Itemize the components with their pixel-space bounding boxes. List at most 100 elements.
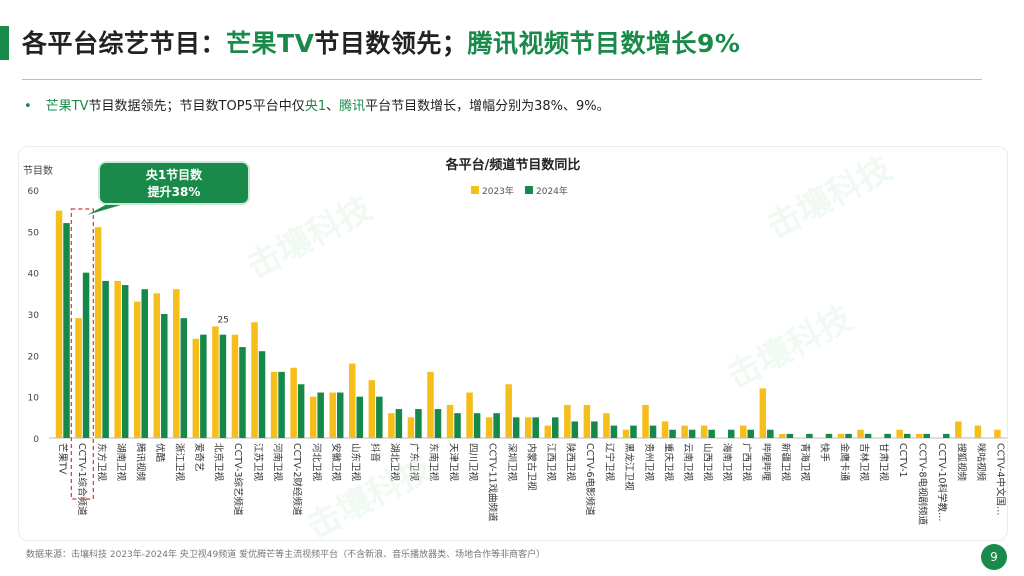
bar-chart: 各平台/频道节目数同比 2023年 2024年 节目数 0 10 20 30 40 50 60 芒果T… bbox=[23, 157, 1007, 525]
bar-2023 bbox=[466, 392, 473, 438]
title-part-a: 各平台综艺节目： bbox=[22, 29, 227, 58]
bar-2023 bbox=[779, 433, 786, 438]
bar-2024 bbox=[297, 384, 305, 438]
callout-pointer bbox=[87, 202, 131, 215]
title-part-growth: 节目数增长9% bbox=[569, 29, 741, 58]
x-tick-label: 云南卫视 bbox=[682, 443, 694, 482]
bar-2023 bbox=[55, 210, 63, 438]
title-part-c: 节目数领先； bbox=[314, 29, 468, 58]
bar-2024 bbox=[493, 413, 500, 438]
bullet-marker: • bbox=[24, 99, 32, 114]
bar-2023 bbox=[974, 425, 982, 438]
bar-2023 bbox=[485, 417, 493, 438]
x-tick-label: 青海卫视 bbox=[799, 443, 811, 482]
bar-2023 bbox=[270, 371, 278, 438]
bar-2023 bbox=[837, 433, 845, 438]
bar-2023 bbox=[583, 404, 591, 438]
x-tick-label: 爱奇艺 bbox=[193, 443, 205, 472]
bar-2024 bbox=[415, 409, 422, 438]
bar-2024 bbox=[571, 421, 579, 438]
title-part-tencent: 腾讯视频 bbox=[467, 29, 570, 58]
y-tick-label: 60 bbox=[28, 187, 40, 197]
bar-2024 bbox=[102, 280, 109, 438]
bar-2024 bbox=[864, 433, 872, 438]
x-tick-label: 海南卫视 bbox=[721, 443, 733, 482]
bar-2024 bbox=[532, 417, 539, 438]
x-tick-label: 深圳卫视 bbox=[506, 443, 518, 482]
bar-2024 bbox=[767, 429, 774, 438]
bar-2023 bbox=[212, 326, 219, 438]
title-accent-bar bbox=[0, 26, 9, 60]
bar-2024 bbox=[649, 425, 657, 438]
bar-2024 bbox=[180, 318, 188, 438]
x-tick-label: 山东卫视 bbox=[350, 443, 362, 482]
x-tick-label: 河南卫视 bbox=[271, 443, 283, 482]
x-tick-label: 金鹰卡通 bbox=[838, 443, 850, 482]
bar-2024 bbox=[395, 409, 403, 438]
x-tick-label: 天津卫视 bbox=[447, 443, 459, 482]
bar-2024 bbox=[845, 433, 852, 438]
bar-2024 bbox=[708, 429, 715, 438]
bar-2024 bbox=[806, 433, 813, 438]
x-tick-label: 咪咕视频 bbox=[975, 443, 987, 482]
bar-2023 bbox=[857, 429, 864, 438]
bar-2023 bbox=[427, 371, 434, 438]
bar-2024 bbox=[552, 417, 559, 438]
x-tick-label: 安徽卫视 bbox=[330, 443, 342, 482]
bar-2023 bbox=[368, 380, 376, 438]
bar-2024 bbox=[200, 334, 207, 438]
bar-2023 bbox=[603, 413, 610, 438]
x-tick-label: CCTV-1综合频道 bbox=[76, 443, 88, 516]
bar-2023 bbox=[94, 227, 102, 438]
bullet-text-1: 节目数据领先；节目数TOP5平台中仅 bbox=[88, 99, 305, 114]
x-tick-label: CCTV-11戏曲频道 bbox=[486, 443, 498, 522]
bar-2024 bbox=[473, 413, 481, 438]
bar-2023 bbox=[446, 404, 454, 438]
bar-2024 bbox=[258, 351, 266, 438]
bar-2024 bbox=[82, 272, 90, 438]
bar-2023 bbox=[915, 433, 923, 438]
x-tick-label: CCTV-10科学教… bbox=[936, 443, 948, 522]
bar-2023 bbox=[349, 363, 356, 438]
x-tick-label: 芒果TV bbox=[56, 443, 68, 475]
bar-2024 bbox=[630, 425, 637, 438]
x-tick-label: 河北卫视 bbox=[310, 443, 322, 482]
bar-2024 bbox=[610, 425, 618, 438]
bar-2023 bbox=[994, 429, 1001, 438]
y-tick-label: 40 bbox=[28, 270, 40, 280]
bar-2023 bbox=[642, 404, 649, 438]
bar-2024 bbox=[512, 417, 520, 438]
bar-2023 bbox=[700, 425, 708, 438]
x-tick-label: 四川卫视 bbox=[467, 443, 479, 482]
bar-2024 bbox=[239, 347, 246, 438]
x-tick-label: 快手 bbox=[819, 443, 831, 463]
bar-2023 bbox=[564, 404, 571, 438]
bar-2024 bbox=[376, 396, 383, 438]
bar-2023 bbox=[681, 425, 688, 438]
bar-2023 bbox=[505, 384, 512, 438]
x-tick-label: 新疆卫视 bbox=[780, 443, 792, 482]
bar-2023 bbox=[329, 392, 336, 438]
bar-2023 bbox=[661, 421, 669, 438]
x-tick-label: CCTV-4中文国… bbox=[995, 443, 1007, 515]
bar-2024 bbox=[903, 433, 911, 438]
legend-swatch-2024 bbox=[525, 186, 533, 194]
x-tick-label: 搜狐视频 bbox=[956, 443, 968, 482]
bullet-mango: 芒果TV bbox=[45, 99, 89, 114]
callout-line-2: 提升38% bbox=[148, 184, 201, 199]
bar-2023 bbox=[407, 417, 415, 438]
bar-2024 bbox=[317, 392, 324, 438]
bar-2023 bbox=[133, 301, 141, 438]
bar-2024 bbox=[121, 285, 129, 438]
y-tick-label: 20 bbox=[28, 352, 40, 362]
x-tick-label: 江苏卫视 bbox=[252, 443, 264, 482]
x-tick-label: CCTV-6电影频道 bbox=[584, 443, 596, 516]
bar-2024 bbox=[727, 429, 735, 438]
bullet-text-2: 平台节目数增长，增幅分别为38%、9%。 bbox=[365, 99, 610, 114]
x-tick-label: 甘肃卫视 bbox=[877, 443, 889, 482]
bar-2023 bbox=[192, 338, 200, 438]
bar-2024 bbox=[356, 396, 364, 438]
bar-2024 bbox=[141, 289, 148, 438]
x-tick-label: 东南卫视 bbox=[428, 443, 440, 482]
bar-2023 bbox=[173, 289, 180, 438]
